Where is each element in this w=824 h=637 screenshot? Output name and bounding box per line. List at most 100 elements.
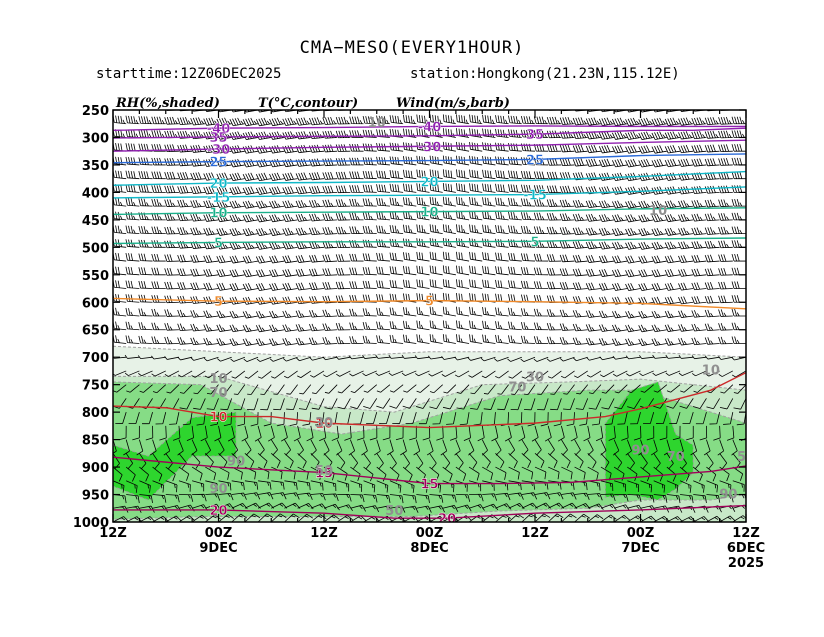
wind-barb-619 xyxy=(507,356,522,362)
wind-barb-950 xyxy=(349,253,364,262)
temp-label--35-1: 35 xyxy=(526,128,544,143)
wind-barb-827 xyxy=(664,296,681,305)
wind-barb-585 xyxy=(705,370,720,377)
wind-barb-5 xyxy=(178,515,195,522)
wind-barb-554 xyxy=(297,370,312,378)
wind-barb-192 xyxy=(706,480,718,493)
wind-barb-780 xyxy=(691,310,707,318)
wind-barb-365 xyxy=(395,425,404,441)
wind-legend: Wind(m/s,barb) xyxy=(396,96,510,111)
temp-contour-5 xyxy=(113,297,746,310)
temp-label--15-1: -15 xyxy=(523,189,547,204)
wind-barb-139 xyxy=(653,494,668,503)
wind-barb-937 xyxy=(177,254,193,263)
wind-barb-855 xyxy=(389,279,404,289)
wind-barb-633 xyxy=(691,355,707,360)
wind-barb-625 xyxy=(586,356,602,361)
wind-barb-304 xyxy=(244,439,252,456)
temp-label-10-0: 10 xyxy=(209,411,227,426)
wind-barb-155 xyxy=(218,480,232,491)
wind-barb-474 xyxy=(537,398,549,411)
temp-label-15-0: 15 xyxy=(315,467,333,482)
wind-barb-429 xyxy=(591,412,602,426)
wind-barb-530 xyxy=(627,384,641,394)
wind-barb-657 xyxy=(362,335,377,344)
wind-barb-1163 xyxy=(572,199,588,208)
wind-barb-1320 xyxy=(704,158,720,167)
wind-barb-967 xyxy=(572,254,588,263)
wind-barb-601 xyxy=(269,356,285,362)
wind-barb-747 xyxy=(255,310,272,319)
wind-barb-1370 xyxy=(718,144,733,153)
wind-barb-118 xyxy=(376,494,391,503)
wind-barb-617 xyxy=(480,356,496,362)
wind-barb-1417 xyxy=(691,131,707,140)
wind-barb-897 xyxy=(295,268,311,277)
wind-barb-779 xyxy=(678,310,694,318)
wind-barb-558 xyxy=(349,370,364,377)
wind-barb-577 xyxy=(599,370,615,378)
wind-barb-844 xyxy=(242,282,259,292)
wind-barb-1003 xyxy=(403,238,417,248)
wind-barb-1205 xyxy=(482,183,496,193)
wind-barb-298 xyxy=(163,439,171,456)
wind-barb-1130 xyxy=(138,198,153,207)
wind-barb-311 xyxy=(336,439,343,456)
wind-barb-432 xyxy=(630,412,641,425)
x-tick-label-2: 12Z xyxy=(310,526,338,541)
wind-barb-229 xyxy=(548,466,560,480)
wind-barb-1249 xyxy=(416,169,430,180)
wind-barb-1383 xyxy=(242,131,259,140)
wind-barb-151 xyxy=(165,480,178,493)
wind-barb-943 xyxy=(255,255,272,264)
wind-barb-245 xyxy=(113,453,120,470)
wind-barb-580 xyxy=(639,370,654,377)
wind-barb-1030 xyxy=(113,225,127,234)
wind-barb-1053 xyxy=(416,224,430,234)
wind-barb-1467 xyxy=(704,117,720,126)
wind-barb-322 xyxy=(481,439,488,456)
wind-barb-531 xyxy=(640,384,654,393)
wind-barb-356 xyxy=(280,425,288,442)
wind-barb-596 xyxy=(203,356,219,362)
wind-barb-1023 xyxy=(664,241,681,250)
wind-barb-1234 xyxy=(216,172,232,181)
wind-barb-57 xyxy=(218,503,235,510)
wind-barb-710 xyxy=(416,320,430,331)
wind-barb-32 xyxy=(534,513,551,522)
wind-barb-1061 xyxy=(520,225,536,234)
temp-label--5-0: 5 xyxy=(214,236,223,251)
wind-barb-1183 xyxy=(190,185,206,195)
wind-barb-493 xyxy=(139,384,153,393)
wind-barb-117 xyxy=(363,494,378,503)
wind-barb-628 xyxy=(625,355,641,360)
wind-barb-758 xyxy=(403,307,417,317)
wind-barb-1362 xyxy=(611,145,628,154)
wind-barb-643 xyxy=(177,337,193,345)
wind-barb-1375 xyxy=(138,129,153,138)
wind-barb-291 xyxy=(719,453,728,469)
x-tick-label-4: 12Z xyxy=(521,526,549,541)
wind-barb-1206 xyxy=(495,183,509,193)
wind-barb-1483 xyxy=(271,110,285,113)
wind-barb-448 xyxy=(193,398,206,410)
wind-barb-941 xyxy=(229,255,245,264)
wind-barb-1215 xyxy=(611,186,628,195)
wind-barb-880 xyxy=(718,281,733,290)
wind-barb-1353 xyxy=(495,142,509,152)
wind-barb-212 xyxy=(323,466,335,481)
wind-barb-415 xyxy=(405,412,417,425)
wind-barb-309 xyxy=(310,439,317,456)
wind-barb-1107 xyxy=(482,210,496,221)
wind-barb-48 xyxy=(745,521,746,522)
wind-barb-1492 xyxy=(399,110,404,111)
wind-barb-903 xyxy=(376,266,390,276)
wind-barb-539 xyxy=(113,370,114,372)
wind-barb-1015 xyxy=(559,240,575,249)
wind-barb-1385 xyxy=(269,131,285,140)
wind-barb-106 xyxy=(218,492,234,501)
wind-barb-408 xyxy=(315,412,325,426)
wind-barb-656 xyxy=(349,336,364,344)
wind-barb-347 xyxy=(159,425,167,441)
wind-barb-1200 xyxy=(416,183,430,193)
